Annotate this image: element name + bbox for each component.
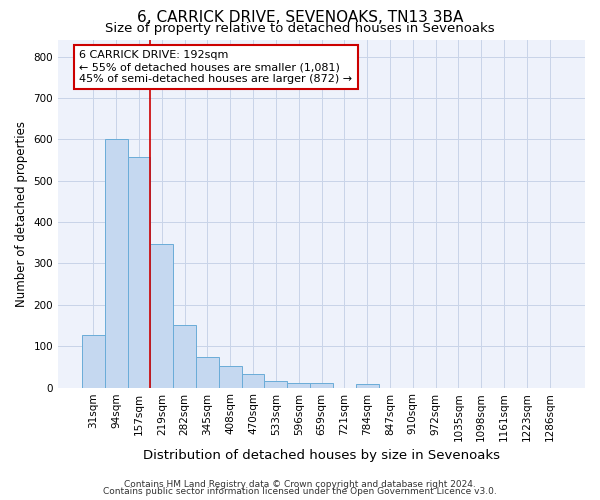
Bar [196, 356, 219, 388]
Bar [105, 140, 128, 388]
Text: Size of property relative to detached houses in Sevenoaks: Size of property relative to detached ho… [105, 22, 495, 35]
Bar [173, 324, 196, 388]
Bar [310, 384, 333, 388]
Bar [128, 157, 151, 388]
Bar [356, 384, 379, 388]
Text: Contains public sector information licensed under the Open Government Licence v3: Contains public sector information licen… [103, 487, 497, 496]
Text: 6 CARRICK DRIVE: 192sqm
← 55% of detached houses are smaller (1,081)
45% of semi: 6 CARRICK DRIVE: 192sqm ← 55% of detache… [79, 50, 352, 84]
Bar [242, 374, 265, 388]
X-axis label: Distribution of detached houses by size in Sevenoaks: Distribution of detached houses by size … [143, 450, 500, 462]
Bar [265, 382, 287, 388]
Y-axis label: Number of detached properties: Number of detached properties [15, 121, 28, 307]
Bar [151, 244, 173, 388]
Text: Contains HM Land Registry data © Crown copyright and database right 2024.: Contains HM Land Registry data © Crown c… [124, 480, 476, 489]
Text: 6, CARRICK DRIVE, SEVENOAKS, TN13 3BA: 6, CARRICK DRIVE, SEVENOAKS, TN13 3BA [137, 10, 463, 25]
Bar [82, 335, 105, 388]
Bar [287, 382, 310, 388]
Bar [219, 366, 242, 388]
